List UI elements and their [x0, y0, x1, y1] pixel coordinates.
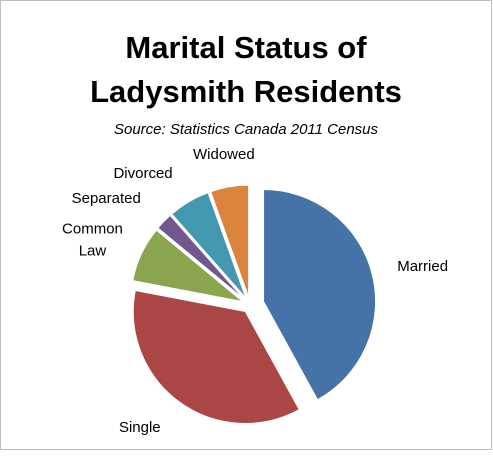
slice-label: Separated: [72, 190, 141, 207]
pie-slice: [263, 189, 377, 401]
slice-label: Divorced: [113, 165, 172, 182]
slice-label-line: Law: [79, 242, 107, 259]
slice-label: Single: [119, 419, 161, 436]
pie-slice: [210, 184, 250, 298]
pie-slice: [132, 229, 244, 303]
pie-slice: [157, 214, 245, 300]
pie-slice: [132, 289, 300, 424]
slice-label: Married: [397, 258, 448, 275]
chart-title: Ladysmith Residents: [90, 74, 402, 109]
slice-label: Common Law: [62, 220, 123, 259]
slice-label-line: Common: [62, 220, 123, 237]
slice-label: Widowed: [193, 146, 255, 163]
pie-slice: [171, 192, 247, 299]
chart-title: Marital Status of: [125, 30, 367, 65]
chart-subtitle: Source: Statistics Canada 2011 Census: [114, 121, 379, 138]
